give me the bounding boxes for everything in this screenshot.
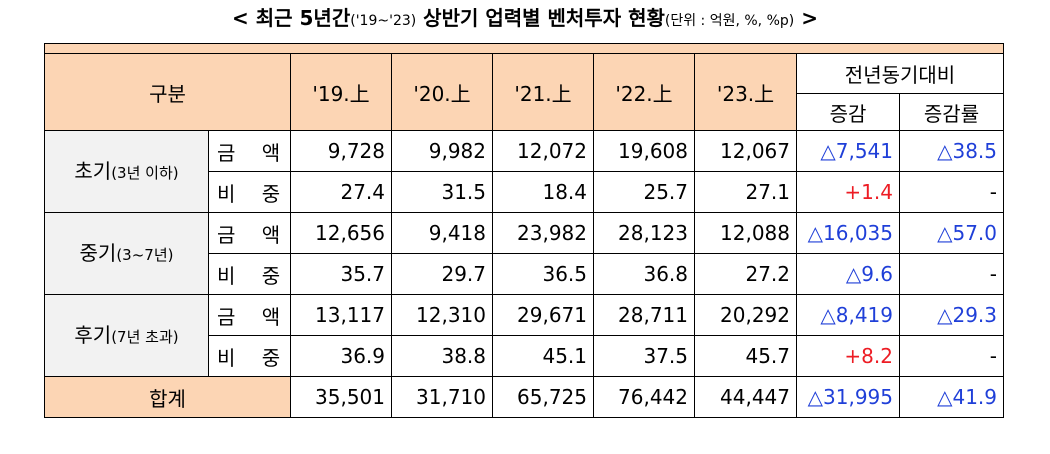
table-row: 비 중 27.4 31.5 18.4 25.7 27.1 +1.4-: [45, 171, 1005, 213]
value-cell: 20,292: [694, 294, 797, 336]
value-cell: 36.8: [593, 253, 695, 295]
header-year: '19.上: [290, 53, 392, 131]
header-top-strip: [43, 43, 1005, 54]
change-cell: +8.2: [796, 335, 900, 377]
title-unit: (단위 : 억원, %, %p): [664, 13, 795, 29]
title-period: ('19~'23): [350, 13, 417, 29]
value-cell: 45.7: [694, 335, 797, 377]
value-cell: 9,982: [391, 130, 493, 172]
header-year: '23.上: [694, 53, 797, 131]
category-detail: (3년 이하): [111, 163, 179, 182]
row-kind: 비 중: [208, 171, 291, 213]
change-cell: +1.4: [796, 171, 900, 213]
category-label: 중기: [79, 240, 117, 265]
total-label: 합계: [44, 376, 291, 418]
total-change-cell: △31,995: [796, 376, 900, 418]
category-detail: (7년 초과): [111, 327, 179, 346]
row-kind: 금 액: [208, 130, 291, 172]
header-category: 구분: [44, 53, 291, 131]
header-rate: 증감률: [898, 93, 1005, 131]
value-cell: 18.4: [492, 171, 594, 213]
value-cell: 12,072: [492, 130, 594, 172]
category-label: 초기: [74, 158, 112, 183]
value-cell: 31.5: [391, 171, 493, 213]
category-label: 후기: [74, 322, 112, 347]
rate-cell: △29.3: [898, 294, 1005, 336]
change-cell: △8,419: [796, 294, 900, 336]
header-row-2: 증감 증감률: [45, 93, 1005, 131]
title-suffix: >: [794, 6, 818, 30]
value-cell: 12,310: [391, 294, 493, 336]
header-year: '20.上: [391, 53, 493, 131]
value-cell: 28,123: [593, 212, 695, 254]
title-subject: 상반기 업력별 벤처투자 현황: [416, 6, 665, 30]
rate-cell: -: [898, 253, 1005, 295]
value-cell: 19,608: [593, 130, 695, 172]
header-row-1: 구분 '19.上 '20.上 '21.上 '22.上 '23.上 전년동기대비: [44, 53, 1005, 131]
value-cell: 25.7: [593, 171, 695, 213]
table-row: 중기(3~7년) 금 액 12,656 9,418 23,982 28,123 12,088…: [44, 212, 1005, 295]
category-detail: (3~7년): [116, 245, 174, 264]
value-cell: 12,067: [694, 130, 797, 172]
value-cell: 12,656: [290, 212, 392, 254]
total-row: 합계 35,501 31,710 65,725 76,442 44,447 △31,995 △…: [44, 376, 1005, 418]
row-kind: 금 액: [208, 294, 291, 336]
header-year: '22.上: [593, 53, 695, 131]
value-cell: 23,982: [492, 212, 594, 254]
value-cell: 29,671: [492, 294, 594, 336]
value-cell: 29.7: [391, 253, 493, 295]
table-row: 비 중 35.7 29.7 36.5 36.8 27.2 △9.6-: [45, 253, 1005, 295]
change-cell: △7,541: [796, 130, 900, 172]
header-change: 증감: [796, 93, 900, 131]
value-cell: 9,418: [391, 212, 493, 254]
rate-cell: -: [898, 335, 1005, 377]
row-kind: 비 중: [208, 253, 291, 295]
title-prefix: <: [232, 6, 256, 30]
value-cell: 27.1: [694, 171, 797, 213]
value-cell: 36.9: [290, 335, 392, 377]
header-yoy: 전년동기대비: [795, 53, 1005, 94]
value-cell: 27.2: [694, 253, 797, 295]
row-kind: 비 중: [208, 335, 291, 377]
value-cell: 37.5: [593, 335, 695, 377]
total-rate-cell: △41.9: [898, 376, 1005, 418]
rate-cell: △57.0: [898, 212, 1005, 254]
row-kind: 금 액: [208, 212, 291, 254]
total-value-cell: 76,442: [593, 376, 695, 418]
table-row: 초기(3년 이하) 금 액 9,728 9,982 12,072 19,608 12,067…: [44, 130, 1005, 213]
rate-cell: -: [898, 171, 1005, 213]
table-row: 후기(7년 초과) 금 액 13,117 12,310 29,671 28,711 20,2…: [44, 294, 1005, 377]
value-cell: 12,088: [694, 212, 797, 254]
total-value-cell: 31,710: [391, 376, 493, 418]
value-cell: 35.7: [290, 253, 392, 295]
total-value-cell: 65,725: [492, 376, 594, 418]
value-cell: 28,711: [593, 294, 695, 336]
change-cell: △9.6: [796, 253, 900, 295]
value-cell: 13,117: [290, 294, 392, 336]
value-cell: 36.5: [492, 253, 594, 295]
header-year: '21.上: [492, 53, 594, 131]
category-cell: 초기(3년 이하): [44, 130, 209, 213]
value-cell: 27.4: [290, 171, 392, 213]
value-cell: 9,728: [290, 130, 392, 172]
total-value-cell: 44,447: [694, 376, 797, 418]
table-title: < 최근 5년간('19~'23) 상반기 업력별 벤처투자 현황(단위 : 억…: [0, 3, 1050, 36]
value-cell: 45.1: [492, 335, 594, 377]
venture-investment-table: 구분 '19.上 '20.上 '21.上 '22.上 '23.上 전년동기대비 …: [43, 43, 1005, 418]
total-value-cell: 35,501: [290, 376, 392, 418]
value-cell: 38.8: [391, 335, 493, 377]
category-cell: 중기(3~7년): [44, 212, 209, 295]
title-main: 최근 5년간: [255, 6, 351, 30]
category-cell: 후기(7년 초과): [44, 294, 209, 377]
change-cell: △16,035: [796, 212, 900, 254]
rate-cell: △38.5: [898, 130, 1005, 172]
